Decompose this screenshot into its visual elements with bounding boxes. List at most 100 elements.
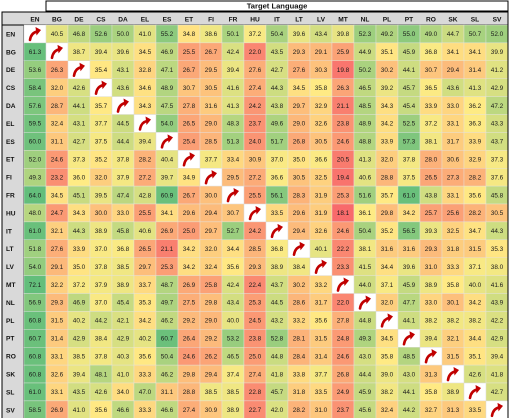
cell-value: 34.8	[183, 31, 196, 38]
cell-value: 35.6	[227, 264, 240, 271]
cell-value: 31.1	[51, 139, 64, 146]
cell-value: 35.8	[315, 85, 328, 92]
cell-value: 33.1	[51, 353, 64, 360]
cell-value: 25.6	[447, 210, 460, 217]
cell-value: 21.1	[337, 103, 350, 110]
column-header-nl: NL	[361, 17, 370, 24]
cell-value: 51.7	[271, 139, 284, 146]
cell-value: 37.1	[381, 282, 394, 289]
cell-value: 34.2	[183, 264, 196, 271]
cell-value: 31.0	[425, 264, 438, 271]
diagonal-cell	[353, 293, 377, 312]
cell-value: 49.3	[29, 174, 42, 181]
heatmap-cells	[23, 24, 509, 418]
cell-value: 27.6	[293, 67, 306, 74]
cell-value: 32.0	[205, 246, 218, 253]
cell-value: 38.7	[73, 49, 86, 56]
cell-value: 29.0	[293, 121, 306, 128]
cell-value: 34.9	[183, 174, 196, 181]
cell-value: 25.8	[205, 282, 218, 289]
cell-value: 35.6	[95, 407, 108, 414]
diagonal-cell	[265, 221, 289, 240]
cell-value: 24.0	[249, 139, 262, 146]
cell-value: 29.1	[315, 49, 328, 56]
cell-value: 38.5	[227, 389, 240, 396]
column-header-pt: PT	[405, 17, 413, 24]
cell-value: 47.1	[161, 67, 174, 74]
cell-value: 43.0	[359, 353, 372, 360]
cell-value: 45.7	[403, 85, 416, 92]
cell-value: 28.2	[469, 174, 482, 181]
cell-value: 35.7	[381, 192, 394, 199]
diagonal-cell	[419, 347, 443, 366]
cell-value: 48.7	[161, 282, 174, 289]
cell-value: 34.2	[469, 300, 482, 307]
cell-value: 31.8	[447, 246, 460, 253]
cell-value: 33.5	[315, 389, 328, 396]
cell-value: 34.2	[403, 210, 416, 217]
cell-value: 43.2	[271, 318, 284, 325]
cell-value: 34.4	[227, 246, 240, 253]
cell-value: 61.0	[403, 192, 416, 199]
cell-value: 32.9	[315, 103, 328, 110]
cell-value: 44.4	[359, 371, 372, 378]
cell-value: 37.9	[95, 282, 108, 289]
cell-value: 40.4	[161, 156, 174, 163]
cell-value: 37.2	[425, 121, 438, 128]
cell-value: 35.6	[469, 192, 482, 199]
cell-value: 44.7	[447, 31, 460, 38]
cell-value: 35.6	[139, 353, 152, 360]
cell-value: 43.9	[491, 300, 504, 307]
cell-value: 28.6	[293, 300, 306, 307]
cell-value: 42.2	[491, 318, 504, 325]
cell-value: 72.1	[29, 282, 42, 289]
row-header-bg: BG	[6, 49, 16, 56]
cell-value: 29.4	[447, 67, 460, 74]
cell-value: 36.0	[73, 174, 86, 181]
cell-value: 50.7	[469, 31, 482, 38]
cell-value: 52.6	[95, 31, 108, 38]
cell-value: 26.7	[205, 49, 218, 56]
cell-value: 31.4	[51, 335, 64, 342]
cell-value: 36.8	[117, 246, 130, 253]
cell-value: 33.7	[139, 282, 152, 289]
cell-value: 37.1	[469, 264, 482, 271]
column-header-hu: HU	[250, 17, 260, 24]
cell-value: 26.5	[183, 121, 196, 128]
cell-value: 31.7	[447, 139, 460, 146]
cell-value: 39.7	[161, 174, 174, 181]
cell-value: 26.3	[337, 85, 350, 92]
cell-value: 53.2	[227, 335, 240, 342]
cell-value: 33.0	[425, 300, 438, 307]
cell-value: 30.7	[425, 67, 438, 74]
cell-value: 33.3	[139, 371, 152, 378]
cell-value: 48.1	[95, 371, 108, 378]
cell-value: 26.4	[183, 335, 196, 342]
cell-value: 42.9	[491, 85, 504, 92]
cell-value: 56.9	[29, 300, 42, 307]
cell-value: 23.2	[51, 174, 64, 181]
cell-value: 37.5	[403, 174, 416, 181]
cell-value: 33.1	[51, 389, 64, 396]
cell-value: 41.3	[227, 103, 240, 110]
cell-value: 39.6	[293, 31, 306, 38]
cell-value: 38.2	[425, 318, 438, 325]
cell-value: 31.9	[315, 192, 328, 199]
cell-value: 26.9	[51, 407, 64, 414]
cell-value: 36.1	[359, 210, 372, 217]
cell-value: 38.9	[227, 407, 240, 414]
cell-value: 32.1	[447, 335, 460, 342]
cell-value: 29.2	[205, 335, 218, 342]
cell-value: 39.4	[139, 139, 152, 146]
cell-value: 32.0	[51, 85, 64, 92]
row-header-lt: LT	[6, 246, 14, 253]
cell-value: 44.3	[271, 85, 284, 92]
cell-value: 34.5	[381, 335, 394, 342]
cell-value: 34.1	[469, 49, 482, 56]
cell-value: 24.6	[51, 156, 64, 163]
row-header-de: DE	[6, 67, 16, 74]
cell-value: 27.4	[249, 371, 262, 378]
cell-value: 30.7	[183, 85, 196, 92]
cell-value: 39.5	[95, 192, 108, 199]
